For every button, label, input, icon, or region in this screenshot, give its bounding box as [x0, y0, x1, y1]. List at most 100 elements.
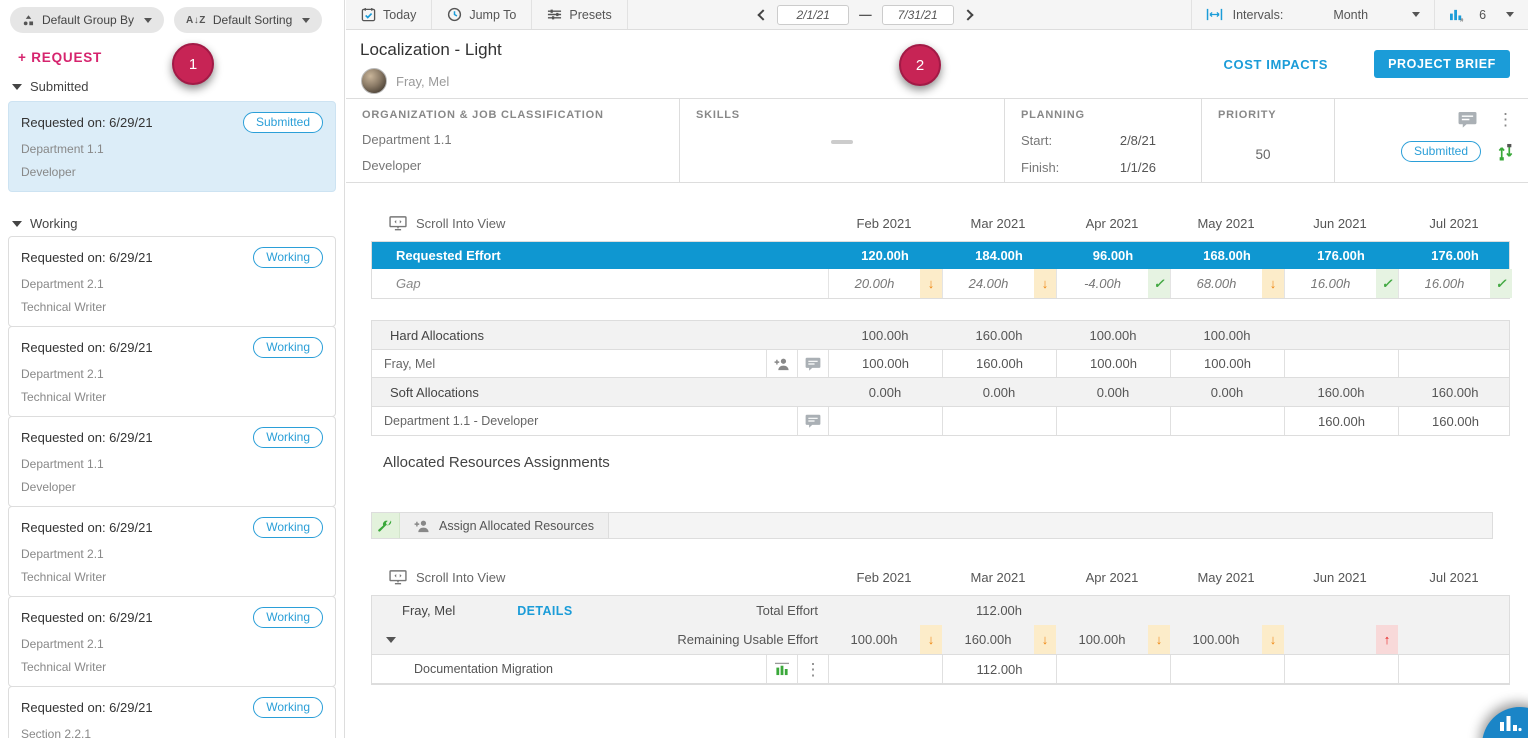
reports-fab-button[interactable] [1482, 707, 1528, 738]
remaining-usable-effort-label: Remaining Usable Effort [677, 632, 818, 647]
presets-button[interactable]: Presets [532, 0, 628, 29]
month-header: Feb 2021 [856, 569, 912, 585]
expander-triangle-icon[interactable] [386, 636, 396, 643]
effort-grid-header: Scroll Into View Feb 2021 Mar 2021 Apr 202… [371, 205, 1510, 241]
working-group-header[interactable]: Working [12, 216, 344, 231]
requested-effort-cell[interactable]: 96.00h [1092, 248, 1134, 263]
request-card[interactable]: Requested on: 6/29/21 Working Department… [8, 596, 336, 687]
requested-on-label: Requested on: 6/29/21 [21, 520, 153, 535]
kebab-menu-icon[interactable]: ⋮ [1497, 110, 1514, 129]
gap-cell-value: 24.00h [968, 276, 1009, 291]
hard-allocation-cell[interactable]: 100.00h [828, 350, 942, 377]
hard-allocation-cell[interactable]: 160.00h [942, 350, 1056, 377]
page-title: Localization - Light [360, 40, 502, 59]
finish-date-value: 1/1/26 [1119, 160, 1156, 175]
project-brief-button[interactable]: PROJECT BRIEF [1374, 50, 1510, 78]
skills-section-label: SKILLS [696, 109, 740, 121]
hard-allocation-cell[interactable] [1284, 350, 1398, 377]
sorting-dropdown[interactable]: A↓Z Default Sorting [174, 7, 323, 33]
date-range-dash: — [859, 7, 872, 22]
requested-effort-cell[interactable]: 120.00h [861, 248, 909, 263]
priority-value: 50 [1255, 147, 1271, 162]
request-card[interactable]: Requested on: 6/29/21 Submitted Departme… [8, 101, 336, 192]
request-card[interactable]: Requested on: 6/29/21 Working Department… [8, 506, 336, 597]
intervals-dropdown[interactable]: Intervals: Month [1190, 0, 1434, 29]
task-effort-cell[interactable] [1056, 655, 1170, 683]
task-effort-cell[interactable]: 112.00h [942, 655, 1056, 683]
column-chart-icon[interactable] [766, 655, 797, 683]
allocations-table: Hard Allocations 100.00h 160.00h 100.00h 10… [371, 320, 1510, 436]
requested-effort-cell[interactable]: 184.00h [975, 248, 1023, 263]
add-person-icon[interactable] [766, 350, 797, 377]
group-by-dropdown[interactable]: Default Group By [10, 7, 165, 33]
soft-allocation-cell[interactable]: 160.00h [1398, 407, 1512, 435]
interval-count-dropdown[interactable]: # 6 [1434, 0, 1528, 29]
workflow-status-icon[interactable] [1497, 143, 1514, 161]
requested-effort-label: Requested Effort [396, 248, 501, 263]
wrench-icon[interactable] [372, 513, 400, 538]
scroll-into-view-icon [389, 569, 407, 585]
details-link[interactable]: DETAILS [517, 603, 573, 618]
requested-effort-cell[interactable]: 168.00h [1203, 248, 1251, 263]
soft-allocation-sum-cell: 0.00h [1210, 384, 1244, 400]
priority-section-label: PRIORITY [1218, 109, 1277, 121]
today-button[interactable]: Today [346, 0, 433, 29]
total-effort-row: Fray, Mel DETAILS Total Effort 112.00h [372, 596, 1509, 625]
request-card[interactable]: Requested on: 6/29/21 Working Department… [8, 326, 336, 417]
skills-section: SKILLS [679, 99, 1004, 182]
sidebar: Default Group By A↓Z Default Sorting + R… [0, 0, 345, 738]
comment-icon[interactable] [797, 407, 828, 435]
status-badge: Working [253, 607, 323, 628]
chevron-down-icon [1412, 12, 1421, 17]
hard-allocation-cell[interactable]: 100.00h [1056, 350, 1170, 377]
kebab-menu-icon[interactable]: ⋮ [797, 655, 828, 683]
down-indicator-icon: ↓ [920, 269, 942, 298]
task-effort-cell[interactable] [828, 655, 942, 683]
task-row: Documentation Migration ⋮ 112.00h [372, 654, 1509, 684]
soft-allocation-cell[interactable] [1056, 407, 1170, 435]
soft-allocation-cell[interactable] [942, 407, 1056, 435]
new-request-button[interactable]: + REQUEST [18, 50, 103, 65]
cost-impacts-link[interactable]: COST IMPACTS [1223, 57, 1328, 72]
task-effort-cell[interactable] [1398, 655, 1512, 683]
requested-effort-cell[interactable]: 176.00h [1317, 248, 1365, 263]
request-card[interactable]: Requested on: 6/29/21 Working Department… [8, 416, 336, 507]
request-card[interactable]: Requested on: 6/29/21 Working Section 2.… [8, 686, 336, 738]
card-role: Developer [21, 480, 76, 494]
soft-allocation-cell[interactable]: 160.00h [1284, 407, 1398, 435]
hard-allocation-sum-cell: 160.00h [975, 327, 1023, 343]
main-panel: Today Jump To Presets — [346, 0, 1528, 738]
scroll-into-view-label: Scroll Into View [416, 569, 506, 585]
requested-effort-cell[interactable]: 176.00h [1431, 248, 1479, 263]
comment-icon[interactable] [1458, 111, 1477, 128]
status-badge: Submitted [242, 112, 323, 133]
priority-section: PRIORITY 50 [1201, 99, 1334, 182]
sort-az-icon: A↓Z [186, 14, 206, 26]
comment-icon[interactable] [797, 350, 828, 377]
total-effort-cell: 112.00h [975, 603, 1023, 618]
jump-to-button[interactable]: Jump To [432, 0, 533, 29]
task-effort-cell[interactable] [1170, 655, 1284, 683]
hard-allocation-cell[interactable] [1398, 350, 1512, 377]
gap-row: Gap 20.00h ↓ 24.00h ↓ -4.00h ✓ 68.00h ↓ 16.00h ✓ 1… [372, 269, 1512, 298]
add-person-icon [414, 519, 431, 533]
soft-allocation-cell[interactable] [828, 407, 942, 435]
scroll-into-view-button[interactable]: Scroll Into View [371, 216, 827, 231]
total-effort-cell [1056, 596, 1170, 625]
month-header: Jun 2021 [1313, 215, 1367, 231]
scroll-into-view-button[interactable]: Scroll Into View [371, 570, 827, 585]
task-effort-cell[interactable] [1284, 655, 1398, 683]
assign-allocated-resources-button[interactable]: Assign Allocated Resources [400, 513, 609, 538]
submitted-group-header[interactable]: Submitted [12, 79, 344, 94]
planning-section: PLANNING Start: 2/8/21 Finish: 1/1/26 [1004, 99, 1201, 182]
date-to-input[interactable] [881, 4, 954, 25]
soft-allocation-cell[interactable] [1170, 407, 1284, 435]
prev-period-chevron-icon[interactable] [757, 8, 769, 21]
request-card[interactable]: Requested on: 6/29/21 Working Department… [8, 236, 336, 327]
soft-resource-name: Department 1.1 - Developer [384, 414, 539, 428]
hard-allocation-cell[interactable]: 100.00h [1170, 350, 1284, 377]
hard-allocation-sum-cell: 100.00h [861, 327, 909, 343]
next-period-chevron-icon[interactable] [961, 8, 974, 21]
date-from-input[interactable] [777, 4, 850, 25]
month-header: Apr 2021 [1085, 569, 1139, 585]
